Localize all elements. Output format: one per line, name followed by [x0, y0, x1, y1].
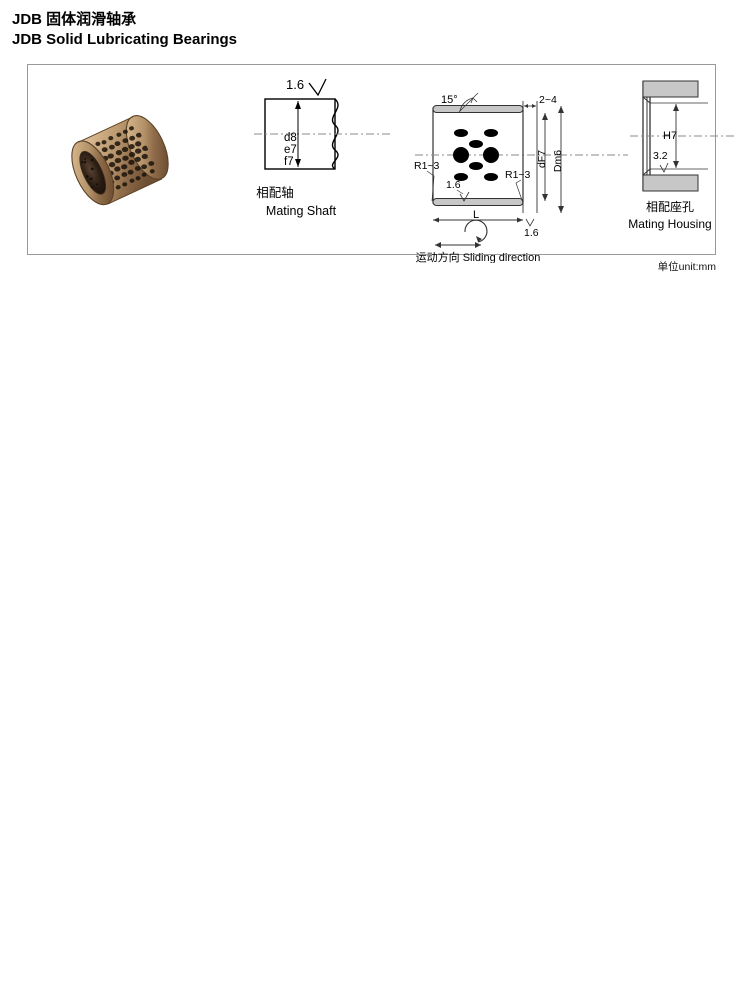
svg-text:f7: f7: [284, 156, 294, 168]
svg-text:dF7: dF7: [536, 150, 548, 168]
svg-text:1.6: 1.6: [446, 179, 461, 191]
svg-text:e7: e7: [284, 144, 297, 156]
svg-text:R1~3: R1~3: [505, 169, 531, 181]
svg-text:R1~3: R1~3: [414, 160, 440, 172]
svg-text:H7: H7: [663, 130, 677, 142]
svg-text:1.6: 1.6: [524, 227, 539, 239]
svg-text:相配座孔: 相配座孔: [646, 199, 694, 214]
svg-text:相配轴: 相配轴: [256, 185, 294, 200]
svg-text:15°: 15°: [441, 94, 458, 106]
svg-text:2~4: 2~4: [539, 94, 557, 106]
svg-text:Dm6: Dm6: [552, 150, 564, 172]
svg-text:Mating Housing: Mating Housing: [628, 217, 711, 231]
svg-text:L: L: [473, 209, 479, 221]
svg-text:3.2: 3.2: [653, 150, 668, 162]
svg-text:运动方向 Sliding direction: 运动方向 Sliding direction: [416, 250, 541, 263]
svg-text:1.6: 1.6: [286, 77, 304, 92]
svg-text:d8: d8: [284, 132, 297, 144]
svg-text:Mating Shaft: Mating Shaft: [266, 204, 337, 218]
